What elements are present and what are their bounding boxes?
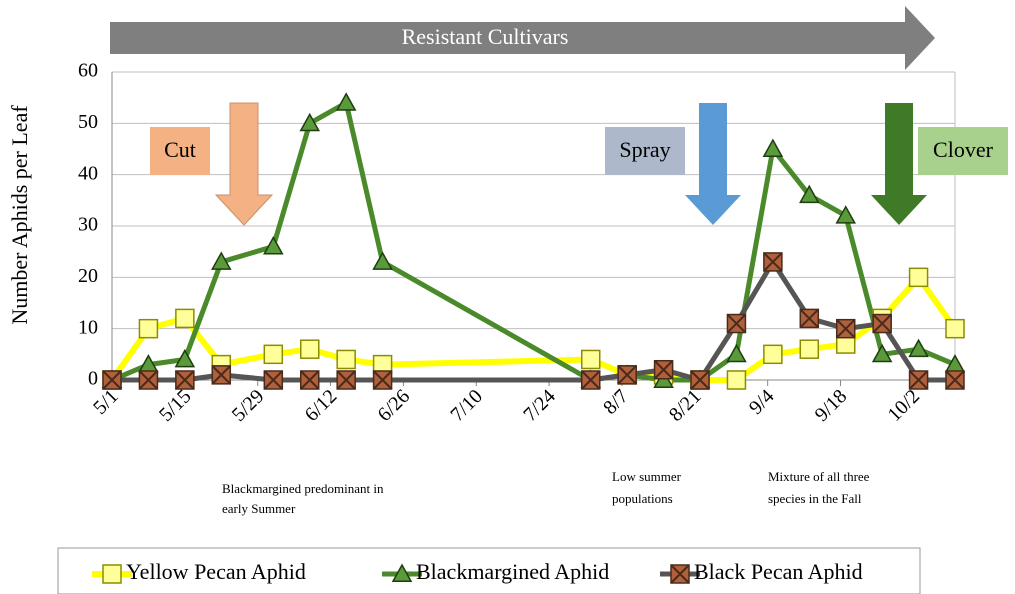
marker: [175, 308, 195, 329]
banner-arrow: [110, 6, 935, 70]
x-tick-label: 6/26: [373, 385, 414, 426]
spray-label: Spray: [619, 137, 670, 162]
marker-cross: [336, 370, 356, 390]
legend-label: Blackmargined Aphid: [416, 559, 609, 584]
y-tick-label: 0: [88, 368, 98, 390]
y-axis-label: Number Aphids per Leaf: [7, 105, 32, 325]
plot: 0 10 20 30 40 50 60 5/1 5/15 5/29 6/12 6/26 7/10 7/24…: [78, 60, 966, 426]
legend-box: [57, 547, 921, 594]
x-tick-label: 6/12: [301, 385, 342, 426]
x-tick-label: 9/4: [745, 385, 779, 419]
clover-label: Clover: [933, 137, 994, 162]
y-tick-label: 40: [78, 162, 98, 184]
marker: [336, 349, 356, 370]
y-tick-label: 20: [78, 265, 98, 287]
spray-box: [605, 127, 685, 175]
y-tick-label: 10: [78, 316, 98, 338]
x-tick-label: 9/18: [811, 385, 852, 426]
marker-cross: [102, 370, 122, 390]
legend: Yellow Pecan Aphid Blackmargined Aphid Bla…: [92, 559, 863, 584]
marker-cross: [300, 370, 320, 390]
clover-arrow: [871, 103, 927, 225]
marker-cross: [263, 370, 284, 390]
marker-cross: [908, 370, 929, 390]
x-tick-label: 8/21: [665, 385, 706, 426]
marker: [299, 339, 320, 359]
y-tick-label: 60: [78, 60, 98, 82]
marker: [871, 343, 893, 363]
marker: [762, 138, 784, 157]
marker-cross: [872, 313, 892, 334]
marker-cross: [372, 370, 393, 390]
marker: [391, 563, 413, 582]
x-tick-label: 8/7: [599, 385, 633, 419]
marker: [908, 267, 929, 288]
marker-cross: [945, 370, 965, 390]
marker-cross: [799, 308, 820, 329]
y-tick-label: 50: [78, 111, 98, 133]
note: early Summer: [222, 501, 296, 516]
marker-cross: [617, 365, 637, 385]
note: Low summer: [612, 469, 682, 484]
y-tick-label: 30: [78, 214, 98, 236]
marker: [174, 348, 196, 368]
marker: [299, 112, 321, 132]
marker-cross: [581, 370, 601, 390]
marker: [211, 251, 232, 270]
marker: [372, 251, 393, 270]
marker: [799, 184, 820, 204]
marker-cross: [690, 370, 710, 390]
legend-label: Black Pecan Aphid: [694, 559, 863, 584]
marker: [102, 564, 122, 584]
x-tick-label: 5/1: [89, 385, 123, 419]
clover-box: [918, 127, 1008, 175]
marker-cross: [763, 252, 783, 272]
marker: [138, 318, 159, 339]
x-tick-label: 5/29: [228, 385, 269, 426]
marker: [263, 344, 284, 365]
cut-arrow: [214, 102, 274, 226]
marker-cross: [653, 360, 674, 380]
marker: [799, 339, 820, 359]
marker-cross: [670, 564, 690, 584]
marker-cross: [138, 370, 159, 390]
marker-cross: [175, 370, 195, 390]
note: Mixture of all three: [768, 469, 870, 484]
x-tick-label: 5/15: [155, 385, 196, 426]
x-tick-label: 7/24: [519, 385, 560, 426]
marker: [726, 370, 747, 390]
marker: [726, 343, 747, 363]
marker: [335, 92, 357, 111]
x-tick-label: 7/10: [446, 385, 487, 426]
legend-label: Yellow Pecan Aphid: [126, 559, 306, 584]
note: Blackmargined predominant in: [222, 481, 384, 496]
cut-label: Cut: [164, 137, 196, 162]
note: populations: [612, 491, 673, 506]
marker: [263, 235, 284, 255]
marker: [945, 318, 965, 339]
spray-arrow: [685, 103, 741, 225]
x-tick-label: 10/2: [883, 385, 924, 426]
marker-cross: [211, 365, 231, 385]
marker-cross: [836, 318, 856, 339]
marker: [763, 344, 783, 365]
marker: [580, 349, 601, 370]
marker: [835, 205, 856, 224]
banner-label: Resistant Cultivars: [402, 24, 569, 49]
marker-cross: [726, 313, 747, 334]
marker: [908, 338, 929, 358]
cut-box: [150, 127, 210, 175]
note: species in the Fall: [768, 491, 862, 506]
